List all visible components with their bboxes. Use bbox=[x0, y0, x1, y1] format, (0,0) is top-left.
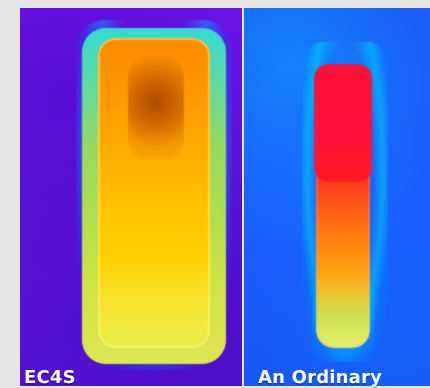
ec4s-hotspot bbox=[128, 56, 184, 160]
left-thermal-panel bbox=[20, 8, 242, 386]
right-thermal-panel bbox=[244, 8, 430, 386]
ordinary-cool-edge bbox=[312, 172, 374, 362]
right-caption: An Ordinary bbox=[258, 367, 383, 388]
left-caption: EC4S bbox=[24, 367, 76, 388]
ordinary-hot-top bbox=[314, 64, 372, 182]
